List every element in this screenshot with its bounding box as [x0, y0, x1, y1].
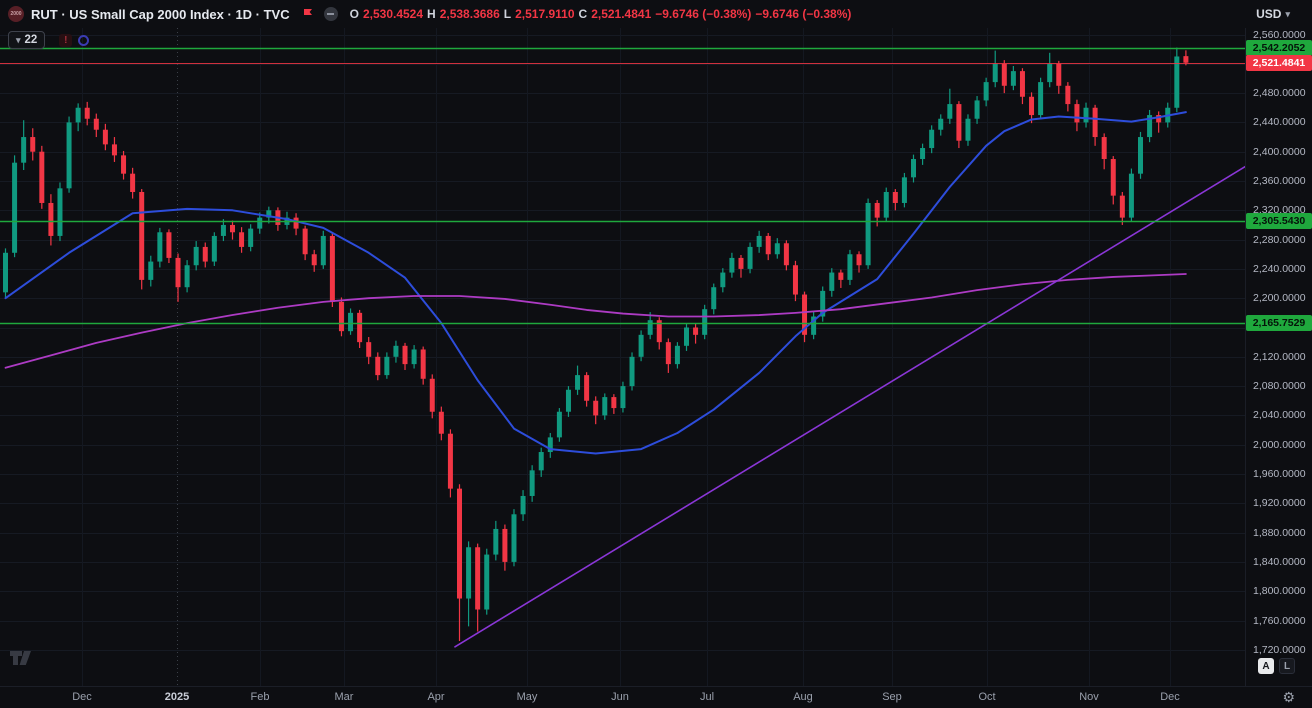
price-tick-label: 2,560.0000 — [1253, 28, 1306, 41]
time-label-month: Dec — [72, 691, 92, 703]
loader-icon — [78, 34, 90, 46]
symbol-logo: 2000 — [8, 6, 24, 22]
price-axis[interactable]: A L 2,560.0000 2,480.0000 2,440.0000 2,400.… — [1245, 28, 1312, 686]
price-tick-label: 2,360.0000 — [1253, 175, 1306, 187]
tradingview-logo-glyph — [10, 651, 31, 665]
price-tick-label: 1,720.0000 — [1253, 643, 1306, 656]
price-tick-label: 1,920.0000 — [1253, 497, 1306, 510]
time-label-year: 2025 — [164, 691, 190, 703]
price-tick-label: 2,480.0000 — [1253, 87, 1306, 100]
level-price-badge: 2,542.2052 — [1246, 39, 1312, 56]
currency-label: USD — [1256, 7, 1282, 21]
price-tick-label: 1,840.0000 — [1253, 555, 1306, 568]
legend-collapse-button[interactable]: ▾ 22 — [8, 31, 46, 49]
price-tick-label: 1,760.0000 — [1253, 614, 1306, 627]
time-label-month: Jun — [611, 691, 629, 703]
open-value: 2,530.4524 — [362, 7, 424, 21]
legend-row: ▾ 22 ! — [8, 31, 90, 49]
level-price-badge: 2,305.5430 — [1246, 212, 1312, 229]
price-tick-label: 1,960.0000 — [1253, 468, 1306, 480]
level-price-badge: 2,165.7529 — [1246, 315, 1312, 332]
gear-icon[interactable]: ⚙ — [1282, 689, 1295, 705]
low-label: L — [503, 7, 512, 21]
time-label-month: May — [516, 691, 538, 703]
price-tick-label: 2,400.0000 — [1253, 145, 1306, 158]
alert-icon[interactable]: ! — [59, 33, 73, 47]
open-label: O — [349, 7, 359, 21]
price-tick-label: 1,800.0000 — [1253, 585, 1306, 598]
time-label-month: Sep — [882, 691, 902, 703]
time-axis[interactable]: ⚙ Dec 2025 Feb Mar Apr May Jun Jul Aug Sep Oct Nov D… — [0, 686, 1312, 708]
tradingview-logo[interactable] — [9, 648, 41, 673]
high-label: H — [427, 7, 436, 21]
time-label-month: Aug — [793, 691, 813, 703]
currency-button[interactable]: USD ▾ — [1250, 0, 1296, 28]
flag-icon[interactable] — [300, 6, 316, 22]
time-label-month: Oct — [978, 691, 996, 703]
candlestick-chart[interactable] — [0, 28, 1245, 686]
log-scale-button[interactable]: L — [1279, 658, 1295, 674]
change-value-ext: −9.6746 (−0.38%) — [755, 7, 852, 21]
auto-scale-button[interactable]: A — [1258, 658, 1274, 674]
time-label-month: Feb — [250, 691, 270, 703]
chevron-down-icon: ▾ — [16, 34, 21, 45]
price-tick-label: 2,280.0000 — [1253, 233, 1306, 246]
change-value: −9.6746 (−0.38%) — [655, 7, 752, 21]
high-value: 2,538.3686 — [439, 7, 500, 21]
time-label-month: Apr — [427, 691, 445, 703]
price-tick-label: 2,240.0000 — [1253, 262, 1306, 275]
last-price-badge: 2,521.4841 — [1246, 54, 1312, 71]
price-tick-label: 2,120.0000 — [1253, 350, 1306, 363]
price-tick-label: 2,080.0000 — [1253, 380, 1306, 393]
time-label-month: Dec — [1160, 691, 1180, 703]
chevron-down-icon: ▾ — [1285, 8, 1290, 19]
price-tick-label: 2,440.0000 — [1253, 116, 1306, 129]
symbol-title[interactable]: RUT · US Small Cap 2000 Index · 1D · TVC — [31, 6, 290, 22]
close-value: 2,521.4841 — [591, 7, 652, 21]
hide-indicator-icon[interactable] — [323, 7, 338, 21]
price-tick-label: 2,040.0000 — [1253, 409, 1306, 422]
symbol-info-bar: 2000 RUT · US Small Cap 2000 Index · 1D … — [0, 0, 1312, 28]
time-label-month: Mar — [334, 691, 354, 703]
price-tick-label: 2,200.0000 — [1253, 292, 1306, 305]
ohlc-readout: O 2,530.4524 H 2,538.3686 L 2,517.9110 C 2,5… — [350, 7, 852, 21]
low-value: 2,517.9110 — [515, 7, 575, 21]
price-tick-label: 2,000.0000 — [1253, 438, 1306, 451]
close-label: C — [578, 7, 588, 21]
time-label-month: Nov — [1079, 691, 1099, 703]
price-tick-label: 1,880.0000 — [1253, 526, 1306, 539]
legend-count: 22 — [24, 34, 38, 46]
time-label-month: Jul — [699, 691, 715, 703]
flag-glyph — [303, 9, 312, 15]
